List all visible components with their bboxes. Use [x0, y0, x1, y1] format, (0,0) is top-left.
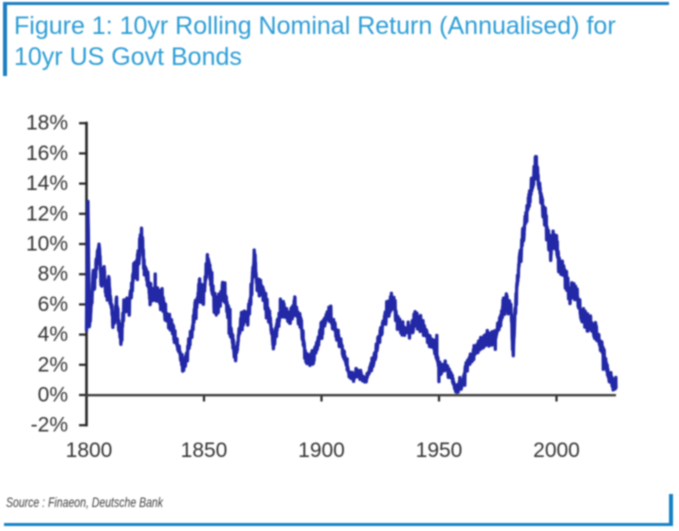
svg-text:2%: 2%	[38, 353, 68, 376]
svg-text:8%: 8%	[38, 263, 68, 286]
svg-text:14%: 14%	[26, 172, 68, 195]
svg-text:-2%: -2%	[31, 414, 68, 437]
svg-text:1950: 1950	[416, 439, 463, 462]
svg-text:2000: 2000	[533, 439, 580, 462]
svg-text:12%: 12%	[26, 202, 68, 225]
svg-text:1850: 1850	[181, 439, 228, 462]
svg-text:18%: 18%	[26, 112, 68, 135]
svg-text:1800: 1800	[66, 439, 113, 462]
svg-text:6%: 6%	[38, 293, 68, 316]
svg-text:10%: 10%	[26, 233, 68, 256]
svg-text:1900: 1900	[298, 439, 345, 462]
svg-text:4%: 4%	[38, 323, 68, 346]
svg-text:16%: 16%	[26, 142, 68, 165]
svg-text:0%: 0%	[38, 384, 68, 407]
